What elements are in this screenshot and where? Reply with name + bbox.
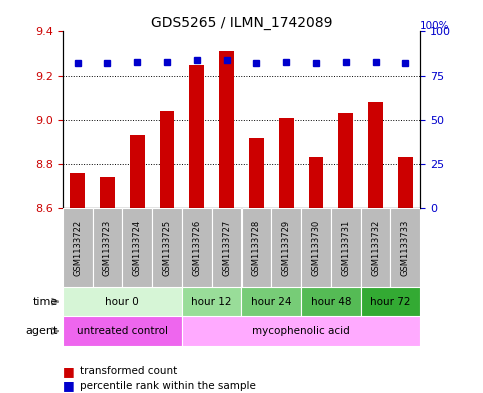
Bar — [338, 113, 353, 208]
Bar — [301, 208, 331, 287]
Text: GSM1133733: GSM1133733 — [401, 219, 410, 276]
Text: 100%: 100% — [420, 22, 450, 31]
Bar — [100, 177, 115, 208]
Bar — [242, 287, 301, 316]
Text: hour 48: hour 48 — [311, 297, 351, 307]
Bar — [309, 158, 324, 208]
Bar — [398, 158, 413, 208]
Text: GSM1133726: GSM1133726 — [192, 219, 201, 276]
Text: GSM1133722: GSM1133722 — [73, 220, 82, 275]
Bar — [368, 102, 383, 208]
Bar — [63, 287, 182, 316]
Text: GSM1133730: GSM1133730 — [312, 219, 320, 276]
Bar — [219, 51, 234, 208]
Text: hour 12: hour 12 — [191, 297, 232, 307]
Bar — [63, 316, 182, 346]
Bar — [212, 208, 242, 287]
Bar — [182, 316, 420, 346]
Text: GSM1133723: GSM1133723 — [103, 219, 112, 276]
Bar — [242, 208, 271, 287]
Bar — [63, 208, 93, 287]
Text: hour 24: hour 24 — [251, 297, 292, 307]
Bar — [159, 111, 174, 208]
Text: ■: ■ — [63, 379, 74, 393]
Bar — [182, 208, 212, 287]
Text: untreated control: untreated control — [77, 326, 168, 336]
Text: agent: agent — [26, 326, 58, 336]
Text: GSM1133728: GSM1133728 — [252, 219, 261, 276]
Bar — [70, 173, 85, 208]
Text: GSM1133729: GSM1133729 — [282, 220, 291, 275]
Text: GSM1133724: GSM1133724 — [133, 220, 142, 275]
Text: GSM1133727: GSM1133727 — [222, 219, 231, 276]
Text: GSM1133731: GSM1133731 — [341, 219, 350, 276]
Bar — [361, 208, 390, 287]
Bar — [279, 118, 294, 208]
Bar — [122, 208, 152, 287]
Text: percentile rank within the sample: percentile rank within the sample — [80, 381, 256, 391]
Bar — [130, 135, 145, 208]
Text: GDS5265 / ILMN_1742089: GDS5265 / ILMN_1742089 — [151, 16, 332, 30]
Bar — [361, 287, 420, 316]
Text: GSM1133732: GSM1133732 — [371, 219, 380, 276]
Text: time: time — [33, 297, 58, 307]
Bar — [152, 208, 182, 287]
Bar — [301, 287, 361, 316]
Bar — [390, 208, 420, 287]
Bar — [182, 287, 242, 316]
Bar — [249, 138, 264, 208]
Text: ■: ■ — [63, 365, 74, 378]
Text: transformed count: transformed count — [80, 366, 177, 376]
Text: hour 0: hour 0 — [105, 297, 139, 307]
Bar — [93, 208, 122, 287]
Bar — [331, 208, 361, 287]
Text: hour 72: hour 72 — [370, 297, 411, 307]
Bar — [189, 64, 204, 208]
Text: mycophenolic acid: mycophenolic acid — [252, 326, 350, 336]
Text: GSM1133725: GSM1133725 — [163, 220, 171, 275]
Bar — [271, 208, 301, 287]
